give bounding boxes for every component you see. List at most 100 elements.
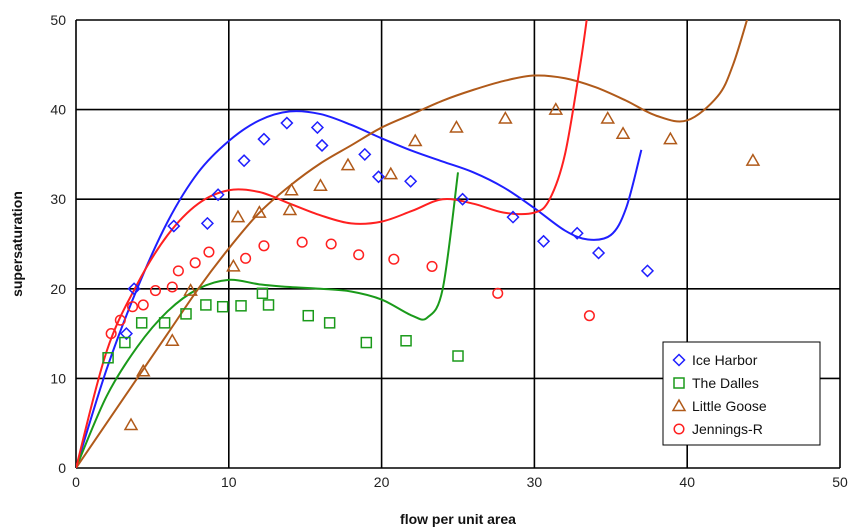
data-point-diamond xyxy=(640,264,655,278)
data-point-square xyxy=(102,352,114,364)
y-axis-label: supersaturation xyxy=(9,191,25,297)
data-point-square xyxy=(135,317,148,329)
data-point-circle xyxy=(388,253,400,265)
data-point-diamond xyxy=(257,132,271,146)
x-axis-label: flow per unit area xyxy=(400,511,516,527)
data-point-triangle xyxy=(282,202,298,216)
legend: Ice Harbor The Dalles Little Goose Jennings… xyxy=(662,341,821,446)
data-point-triangle xyxy=(615,126,631,140)
legend-box xyxy=(662,341,821,446)
data-point-square xyxy=(235,300,247,312)
data-point-diamond xyxy=(315,138,329,153)
data-point-triangle xyxy=(663,131,678,145)
data-point-triangle xyxy=(407,133,423,147)
x-tick-label: 50 xyxy=(832,474,848,490)
data-point-square xyxy=(262,299,275,311)
data-point-circle xyxy=(203,246,215,258)
y-tick-label: 10 xyxy=(50,370,66,386)
x-tick-label: 20 xyxy=(374,474,390,490)
data-point-circle xyxy=(189,257,201,269)
data-point-square xyxy=(119,336,131,349)
legend-label: The Dalles xyxy=(692,375,759,391)
data-point-circle xyxy=(126,301,139,313)
data-point-circle xyxy=(353,249,365,261)
legend-label: Little Goose xyxy=(692,398,767,414)
data-point-triangle xyxy=(600,111,616,124)
y-tick-label: 20 xyxy=(50,281,66,297)
data-point-diamond xyxy=(119,327,133,341)
x-tick-label: 40 xyxy=(679,474,695,490)
data-point-circle xyxy=(149,285,162,297)
data-point-triangle xyxy=(123,417,139,431)
data-point-circle xyxy=(114,314,126,326)
data-point-triangle xyxy=(449,120,464,133)
data-point-square xyxy=(216,300,229,313)
data-point-circle xyxy=(426,260,438,272)
data-point-circle xyxy=(325,238,337,250)
data-point-circle xyxy=(583,310,595,322)
data-point-triangle xyxy=(226,258,241,272)
data-point-diamond xyxy=(537,234,551,248)
trend-line-the-dalles xyxy=(76,172,459,468)
data-point-square xyxy=(400,335,412,347)
data-point-triangle xyxy=(498,111,513,124)
legend-label: Ice Harbor xyxy=(692,352,758,368)
y-tick-label: 40 xyxy=(50,102,66,118)
data-point-diamond xyxy=(127,282,141,296)
data-point-diamond xyxy=(167,219,181,233)
data-point-triangle xyxy=(548,102,564,115)
data-point-diamond xyxy=(280,116,294,130)
data-point-circle xyxy=(492,287,504,299)
data-point-diamond xyxy=(211,188,225,202)
data-point-circle xyxy=(673,423,685,435)
data-point-triangle xyxy=(340,157,356,171)
y-tick-label: 50 xyxy=(50,12,66,28)
x-tick-label: 10 xyxy=(221,474,237,490)
data-point-square xyxy=(302,309,315,322)
data-point-triangle xyxy=(230,209,246,223)
data-point-diamond xyxy=(570,226,584,240)
tick-labels: 0 10 20 30 40 50 0 10 20 30 40 50 xyxy=(50,12,848,490)
data-point-diamond xyxy=(456,192,470,206)
y-tick-label: 0 xyxy=(58,460,66,476)
data-point-square xyxy=(256,287,269,300)
x-tick-label: 0 xyxy=(72,474,80,490)
data-point-circle xyxy=(172,265,184,277)
data-point-diamond xyxy=(200,216,214,230)
data-point-triangle xyxy=(671,398,687,412)
data-point-diamond xyxy=(358,147,372,161)
data-points xyxy=(102,102,761,431)
data-point-diamond xyxy=(404,174,418,188)
data-point-square xyxy=(158,317,171,329)
data-point-triangle xyxy=(135,363,151,377)
x-tick-label: 30 xyxy=(527,474,543,490)
legend-label: Jennings-R xyxy=(692,421,763,437)
data-point-square xyxy=(180,308,192,320)
data-point-triangle xyxy=(745,153,761,166)
data-point-circle xyxy=(166,281,178,293)
data-point-square xyxy=(452,350,464,362)
data-point-diamond xyxy=(371,170,386,184)
data-point-triangle xyxy=(183,283,198,296)
data-point-triangle xyxy=(252,205,267,218)
data-point-triangle xyxy=(164,333,180,347)
data-point-triangle xyxy=(313,178,328,192)
data-point-square xyxy=(323,317,336,329)
data-point-square xyxy=(200,299,212,311)
data-point-circle xyxy=(105,328,117,340)
data-point-diamond xyxy=(672,353,686,367)
data-point-circle xyxy=(240,252,252,264)
data-point-diamond xyxy=(310,120,324,135)
data-point-square xyxy=(360,336,373,349)
data-point-square xyxy=(673,377,685,389)
y-tick-label: 30 xyxy=(50,191,66,207)
data-point-diamond xyxy=(506,210,520,224)
data-point-triangle xyxy=(284,182,299,196)
data-point-circle xyxy=(296,236,308,248)
data-point-circle xyxy=(258,240,270,252)
data-point-circle xyxy=(137,299,149,311)
data-point-diamond xyxy=(237,154,251,168)
data-point-diamond xyxy=(592,246,606,260)
data-point-triangle xyxy=(383,166,399,180)
